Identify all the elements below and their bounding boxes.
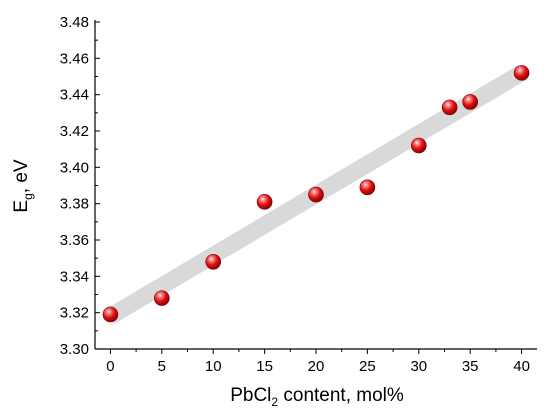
x-tick-label: 15 xyxy=(256,358,273,375)
data-point xyxy=(154,290,170,306)
data-point xyxy=(308,186,324,203)
x-tick-label: 5 xyxy=(158,358,166,375)
data-point xyxy=(359,179,376,196)
y-tick-label: 3.44 xyxy=(60,87,89,104)
data-point xyxy=(513,65,530,81)
x-tick-label: 20 xyxy=(308,358,325,375)
data-point xyxy=(256,194,273,210)
x-axis-title: PbCl2 content, mol% xyxy=(230,385,404,409)
data-point xyxy=(102,306,119,323)
x-tick-label: 25 xyxy=(359,358,376,375)
data-point xyxy=(441,99,458,116)
x-tick-label: 30 xyxy=(410,358,427,375)
y-tick-label: 3.32 xyxy=(60,305,89,322)
data-point xyxy=(462,94,478,110)
y-tick-label: 3.34 xyxy=(60,268,89,285)
y-tick-label: 3.30 xyxy=(60,341,89,358)
data-point xyxy=(410,137,427,154)
y-tick-label: 3.46 xyxy=(60,50,89,67)
x-tick-label: 10 xyxy=(205,358,222,375)
y-tick-label: 3.40 xyxy=(60,159,89,176)
x-tick-label: 0 xyxy=(106,358,114,375)
y-tick-label: 3.36 xyxy=(60,232,89,249)
y-axis-title: Eg, eV xyxy=(11,159,35,212)
y-tick-label: 3.38 xyxy=(60,196,89,213)
data-point xyxy=(205,253,222,270)
y-tick-label: 3.48 xyxy=(60,14,89,31)
x-tick-label: 35 xyxy=(462,358,479,375)
x-tick-label: 40 xyxy=(513,358,530,375)
y-tick-label: 3.42 xyxy=(60,123,89,140)
